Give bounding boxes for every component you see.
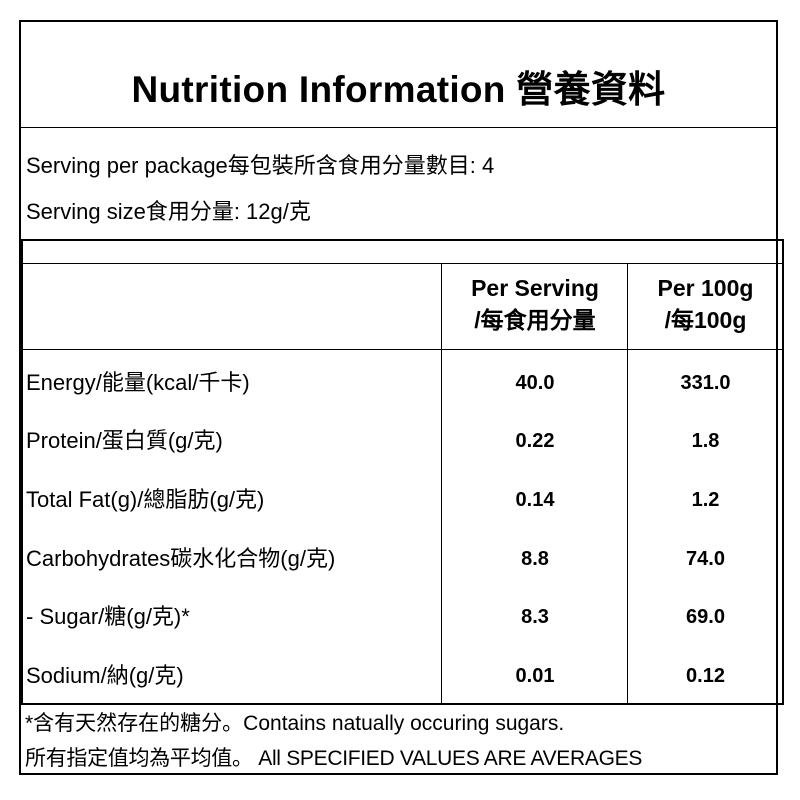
row-label-total-fat: Total Fat(g)/總脂肪(g/克) [26,487,265,512]
sodium-per-serving: 0.01 [515,665,555,687]
carbohydrates-per-100g: 74.0 [686,548,725,570]
serving-size: Serving size食用分量: 12g/克 [26,199,311,224]
per-100g-header-line1: Per 100g [657,275,754,301]
per-serving-header-line2: /每食用分量 [474,307,596,333]
total-fat-per-serving: 0.14 [515,489,555,511]
nutrition-table: Per Serving /每食用分量 Per 100g /每100g Energ… [21,239,784,705]
nutrition-label-panel: Nutrition Information 營養資料 Serving per p… [19,20,784,775]
sugar-per-serving: 8.3 [521,606,549,628]
sugar-footnote: *含有天然存在的糖分。Contains natually occuring su… [25,712,565,735]
sodium-per-100g: 0.12 [686,665,725,687]
protein-per-100g: 1.8 [691,430,720,452]
row-label-sugar: - Sugar/糖(g/克)* [26,604,190,629]
row-label-protein: Protein/蛋白質(g/克) [26,428,223,453]
row-label-sodium: Sodium/納(g/克) [26,663,184,688]
averages-note: 所有指定值均為平均值。 All SPECIFIED VALUES ARE AVE… [25,747,643,770]
carbohydrates-per-serving: 8.8 [521,548,549,570]
per-100g-header: Per 100g /每100g [629,272,782,336]
energy-per-serving: 40.0 [515,372,555,394]
table-header-divider [23,349,782,350]
title-divider [21,127,776,128]
per-100g-header-line2: /每100g [664,307,747,333]
column-divider-1 [441,264,442,703]
protein-per-serving: 0.22 [515,430,555,452]
serving-per-package: Serving per package每包裝所含食用分量數目: 4 [26,153,495,178]
energy-per-100g: 331.0 [680,372,731,394]
row-label-carbohydrates: Carbohydrates碳水化合物(g/克) [26,546,336,571]
table-top-inner-line [23,263,782,264]
per-serving-header-line1: Per Serving [471,275,599,301]
row-label-energy: Energy/能量(kcal/千卡) [26,370,250,395]
per-serving-header: Per Serving /每食用分量 [443,272,627,336]
total-fat-per-100g: 1.2 [691,489,720,511]
sugar-per-100g: 69.0 [686,606,725,628]
column-divider-2 [627,264,628,703]
label-title: Nutrition Information 營養資料 [131,69,666,110]
